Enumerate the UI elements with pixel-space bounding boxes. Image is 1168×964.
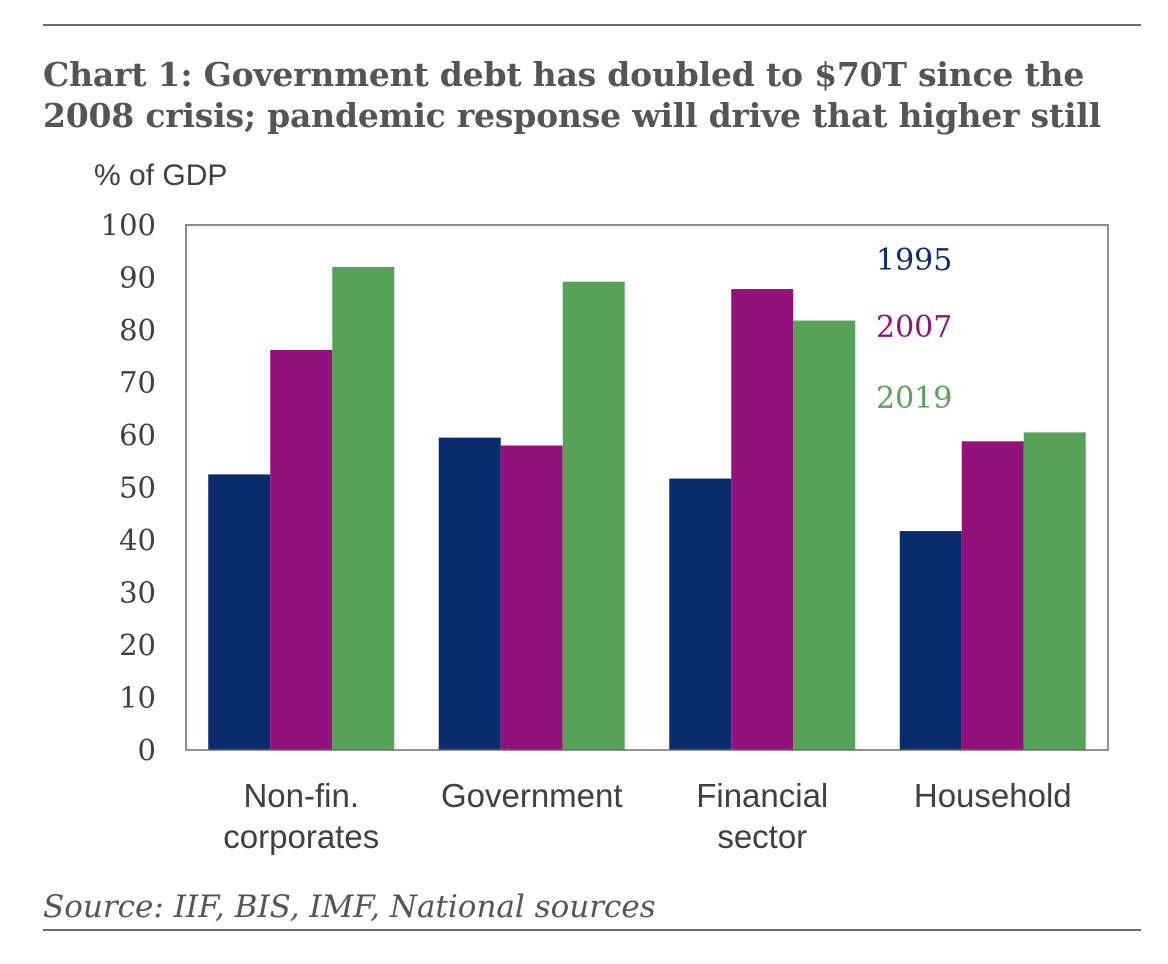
x-tick-label: corporates bbox=[223, 818, 379, 855]
bar-2019 bbox=[1023, 432, 1086, 750]
bar-2019 bbox=[793, 320, 856, 750]
bar-1995 bbox=[438, 437, 501, 750]
y-tick-label: 0 bbox=[138, 733, 156, 767]
legend-label-2007: 2007 bbox=[876, 310, 952, 345]
bar-1995 bbox=[899, 531, 962, 750]
y-tick-label: 60 bbox=[119, 418, 156, 452]
x-tick-labels: Non-fin. corporates Government Financial sec… bbox=[223, 777, 1071, 855]
bar-2007 bbox=[500, 445, 563, 750]
chart-title-line-2: 2008 crisis; pandemic response will driv… bbox=[43, 96, 1101, 135]
y-tick-label: 100 bbox=[101, 208, 156, 242]
x-tick-label: Household bbox=[914, 777, 1072, 814]
bar-1995 bbox=[669, 478, 732, 750]
y-tick-label: 80 bbox=[119, 313, 156, 347]
bar-2007 bbox=[961, 441, 1024, 750]
chart-title: Chart 1: Government debt has doubled to … bbox=[43, 54, 1153, 136]
top-rule bbox=[43, 24, 1141, 26]
y-tick-labels: 0 10 20 30 40 50 60 70 80 90 100 bbox=[101, 208, 156, 767]
y-axis-label: % of GDP bbox=[94, 159, 227, 192]
bars-group bbox=[208, 267, 1086, 750]
y-tick-label: 10 bbox=[119, 681, 156, 715]
legend: 1995 2007 2019 bbox=[876, 243, 952, 416]
y-tick-label: 70 bbox=[119, 366, 156, 400]
plot-frame bbox=[185, 224, 1109, 751]
x-tick-label: Financial bbox=[696, 777, 828, 814]
y-tick-label: 90 bbox=[119, 261, 156, 295]
bar-2007 bbox=[731, 289, 794, 750]
chart-title-line-1: Chart 1: Government debt has doubled to … bbox=[43, 55, 1085, 94]
legend-label-1995: 1995 bbox=[876, 243, 952, 278]
y-tick-label: 40 bbox=[119, 523, 156, 557]
x-tick-label: Non-fin. bbox=[243, 777, 359, 814]
bar-1995 bbox=[208, 474, 271, 750]
legend-label-2019: 2019 bbox=[876, 381, 952, 416]
y-tick-label: 50 bbox=[119, 471, 156, 505]
bar-2007 bbox=[270, 349, 333, 750]
y-tick-label: 20 bbox=[119, 628, 156, 662]
bar-2019 bbox=[562, 281, 625, 750]
x-tick-label: Government bbox=[441, 777, 623, 814]
x-tick-label: sector bbox=[717, 818, 807, 855]
source-note: Source: IIF, BIS, IMF, National sources bbox=[43, 889, 656, 925]
y-tick-label: 30 bbox=[119, 576, 156, 610]
bottom-rule bbox=[43, 929, 1141, 931]
bar-2019 bbox=[332, 267, 395, 750]
